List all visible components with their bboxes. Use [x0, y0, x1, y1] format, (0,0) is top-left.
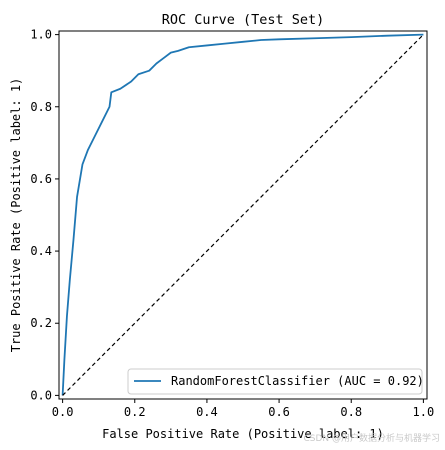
- x-tick-label: 0.2: [124, 405, 146, 419]
- legend: RandomForestClassifier (AUC = 0.92): [127, 368, 424, 395]
- y-tick-label: 0.6: [30, 172, 52, 186]
- chart-title: ROC Curve (Test Set): [162, 12, 325, 28]
- y-tick-label: 0.2: [30, 316, 52, 330]
- y-axis: 0.0 0.2 0.4 0.6 0.8 1.0: [30, 28, 59, 402]
- x-axis-title: False Positive Rate (Positive label: 1): [102, 427, 384, 441]
- y-tick-label: 0.4: [30, 244, 52, 258]
- y-tick-label: 0.8: [30, 100, 52, 114]
- watermark: CSDN @用户数据分析与机器学习: [303, 432, 440, 444]
- legend-label-roc: RandomForestClassifier (AUC = 0.92): [171, 374, 424, 388]
- x-tick-label: 0.6: [268, 405, 290, 419]
- x-tick-label: 0.0: [52, 405, 74, 419]
- x-tick-label: 0.8: [340, 405, 362, 419]
- chance-diagonal-line: [62, 34, 424, 396]
- y-tick-label: 0.0: [30, 388, 52, 402]
- plot-frame: [58, 30, 428, 400]
- x-tick-label: 1.0: [413, 405, 435, 419]
- y-tick-label: 1.0: [30, 28, 52, 42]
- roc-curve-line: [61, 33, 424, 396]
- x-axis: 0.0 0.2 0.4 0.6 0.8 1.0: [52, 399, 434, 419]
- series-layer: [61, 33, 424, 396]
- x-tick-label: 0.4: [196, 405, 218, 419]
- y-axis-title: True Positive Rate (Positive label: 1): [9, 78, 23, 353]
- legend-box: [127, 368, 423, 395]
- plot-area: [58, 30, 428, 400]
